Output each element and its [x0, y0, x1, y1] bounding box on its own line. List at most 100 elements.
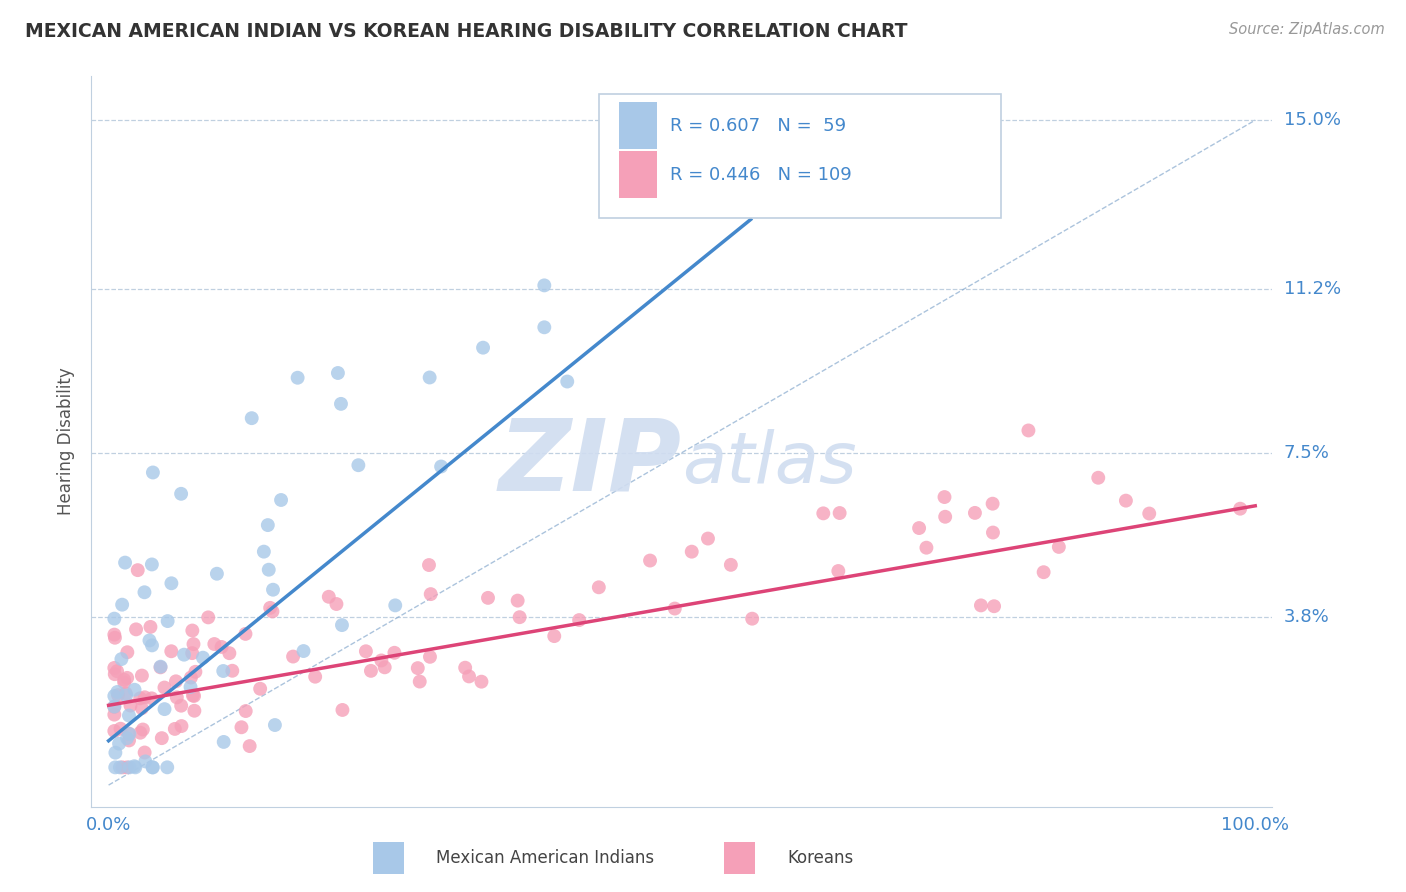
Point — [141, 558, 163, 572]
FancyBboxPatch shape — [619, 102, 657, 149]
Point — [458, 669, 481, 683]
Point — [124, 760, 146, 774]
Point — [131, 668, 153, 682]
Point — [409, 674, 432, 689]
Point — [183, 704, 205, 718]
Point — [112, 673, 135, 687]
Point — [406, 661, 429, 675]
Point — [963, 506, 986, 520]
Point — [1115, 493, 1137, 508]
Point — [105, 685, 128, 699]
Point — [304, 670, 326, 684]
Point — [107, 688, 129, 702]
Text: ZIP: ZIP — [499, 415, 682, 512]
Point — [103, 689, 125, 703]
Text: R = 0.607   N =  59: R = 0.607 N = 59 — [671, 117, 846, 135]
Point — [262, 582, 284, 597]
Point — [221, 664, 243, 678]
Point — [118, 760, 141, 774]
Point — [141, 639, 163, 653]
Point — [638, 553, 661, 567]
Point — [149, 660, 172, 674]
Point — [664, 601, 686, 615]
Point — [142, 760, 165, 774]
Text: Source: ZipAtlas.com: Source: ZipAtlas.com — [1229, 22, 1385, 37]
Point — [325, 597, 347, 611]
Point — [330, 397, 353, 411]
Point — [181, 624, 204, 638]
Point — [318, 590, 340, 604]
Point — [418, 558, 440, 572]
Point — [828, 506, 851, 520]
Point — [741, 612, 763, 626]
Point — [142, 466, 165, 480]
Point — [212, 735, 235, 749]
Point — [240, 411, 263, 425]
Point — [430, 459, 453, 474]
Point — [129, 725, 152, 739]
Point — [347, 458, 370, 473]
Point — [120, 698, 142, 713]
Point — [160, 576, 183, 591]
Point — [132, 723, 155, 737]
Point — [127, 563, 149, 577]
Point — [104, 631, 127, 645]
Point — [908, 521, 931, 535]
Text: MEXICAN AMERICAN INDIAN VS KOREAN HEARING DISABILITY CORRELATION CHART: MEXICAN AMERICAN INDIAN VS KOREAN HEARIN… — [25, 22, 908, 41]
Point — [454, 661, 477, 675]
Point — [153, 702, 176, 716]
Point — [104, 746, 127, 760]
Point — [1087, 471, 1109, 485]
Point — [112, 675, 135, 690]
Point — [160, 644, 183, 658]
Point — [202, 637, 225, 651]
Point — [125, 623, 148, 637]
Point — [555, 375, 578, 389]
Point — [231, 720, 253, 734]
Point — [212, 664, 235, 678]
Point — [197, 610, 219, 624]
Point — [970, 599, 993, 613]
Point — [163, 722, 186, 736]
Point — [235, 627, 257, 641]
Point — [270, 493, 292, 508]
Point — [827, 564, 849, 578]
Point — [103, 723, 125, 738]
Point — [981, 525, 1004, 540]
Point — [115, 689, 138, 703]
Point — [103, 661, 125, 675]
Point — [180, 671, 202, 685]
Point — [477, 591, 499, 605]
Point — [115, 671, 138, 685]
Point — [104, 667, 127, 681]
Point — [509, 610, 531, 624]
Point — [103, 699, 125, 714]
Point — [934, 509, 956, 524]
Text: Mexican American Indians: Mexican American Indians — [436, 849, 654, 867]
Text: ▪: ▪ — [384, 844, 404, 872]
Point — [114, 686, 136, 700]
Point — [419, 587, 441, 601]
Point — [103, 627, 125, 641]
Point — [332, 703, 354, 717]
Point — [568, 613, 591, 627]
Point — [183, 689, 205, 703]
Point — [235, 704, 257, 718]
Point — [264, 718, 287, 732]
Point — [108, 760, 131, 774]
Point — [470, 674, 492, 689]
Text: Koreans: Koreans — [787, 849, 853, 867]
Point — [191, 650, 214, 665]
Point — [103, 699, 125, 714]
Point — [156, 614, 179, 628]
Point — [183, 637, 205, 651]
Text: ▪: ▪ — [735, 844, 755, 872]
Point — [256, 518, 278, 533]
FancyBboxPatch shape — [619, 151, 657, 198]
Point — [170, 719, 193, 733]
Point — [173, 648, 195, 662]
Point — [134, 690, 156, 705]
Text: 7.5%: 7.5% — [1284, 443, 1330, 462]
Point — [103, 612, 125, 626]
Point — [114, 556, 136, 570]
